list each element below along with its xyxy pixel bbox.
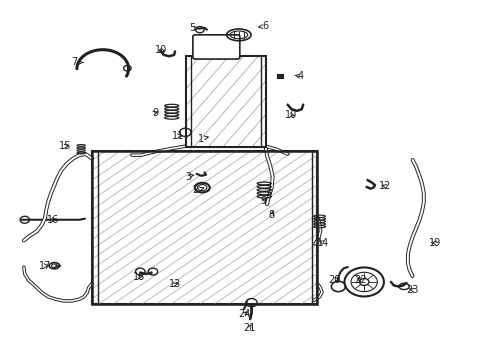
- Text: 7: 7: [71, 58, 83, 67]
- Text: 3: 3: [185, 172, 194, 181]
- Text: 16: 16: [47, 215, 59, 225]
- Text: 4: 4: [294, 71, 303, 81]
- Text: 24: 24: [238, 309, 250, 319]
- Text: 10: 10: [285, 110, 297, 120]
- Text: 12: 12: [378, 181, 391, 191]
- Bar: [185, 55, 265, 147]
- Text: 17: 17: [39, 261, 51, 271]
- FancyBboxPatch shape: [192, 35, 239, 59]
- Bar: [92, 150, 317, 305]
- Text: 5: 5: [188, 23, 198, 33]
- Bar: [185, 55, 265, 147]
- Text: 10: 10: [155, 45, 167, 55]
- Text: 19: 19: [427, 238, 440, 248]
- Text: 14: 14: [317, 238, 329, 248]
- Text: 15: 15: [59, 141, 71, 151]
- Text: 18: 18: [132, 272, 145, 282]
- Bar: [92, 150, 317, 305]
- Text: 6: 6: [258, 21, 268, 31]
- Text: 22: 22: [354, 275, 366, 284]
- Text: 8: 8: [268, 210, 274, 220]
- Text: 23: 23: [406, 285, 418, 295]
- Text: 9: 9: [260, 197, 266, 206]
- Text: 20: 20: [328, 275, 340, 284]
- Text: 21: 21: [243, 323, 255, 333]
- Text: 11: 11: [171, 131, 183, 141]
- Text: 13: 13: [168, 279, 181, 289]
- Text: 9: 9: [152, 108, 158, 118]
- Text: 1: 1: [198, 134, 208, 144]
- Text: 2: 2: [192, 185, 203, 195]
